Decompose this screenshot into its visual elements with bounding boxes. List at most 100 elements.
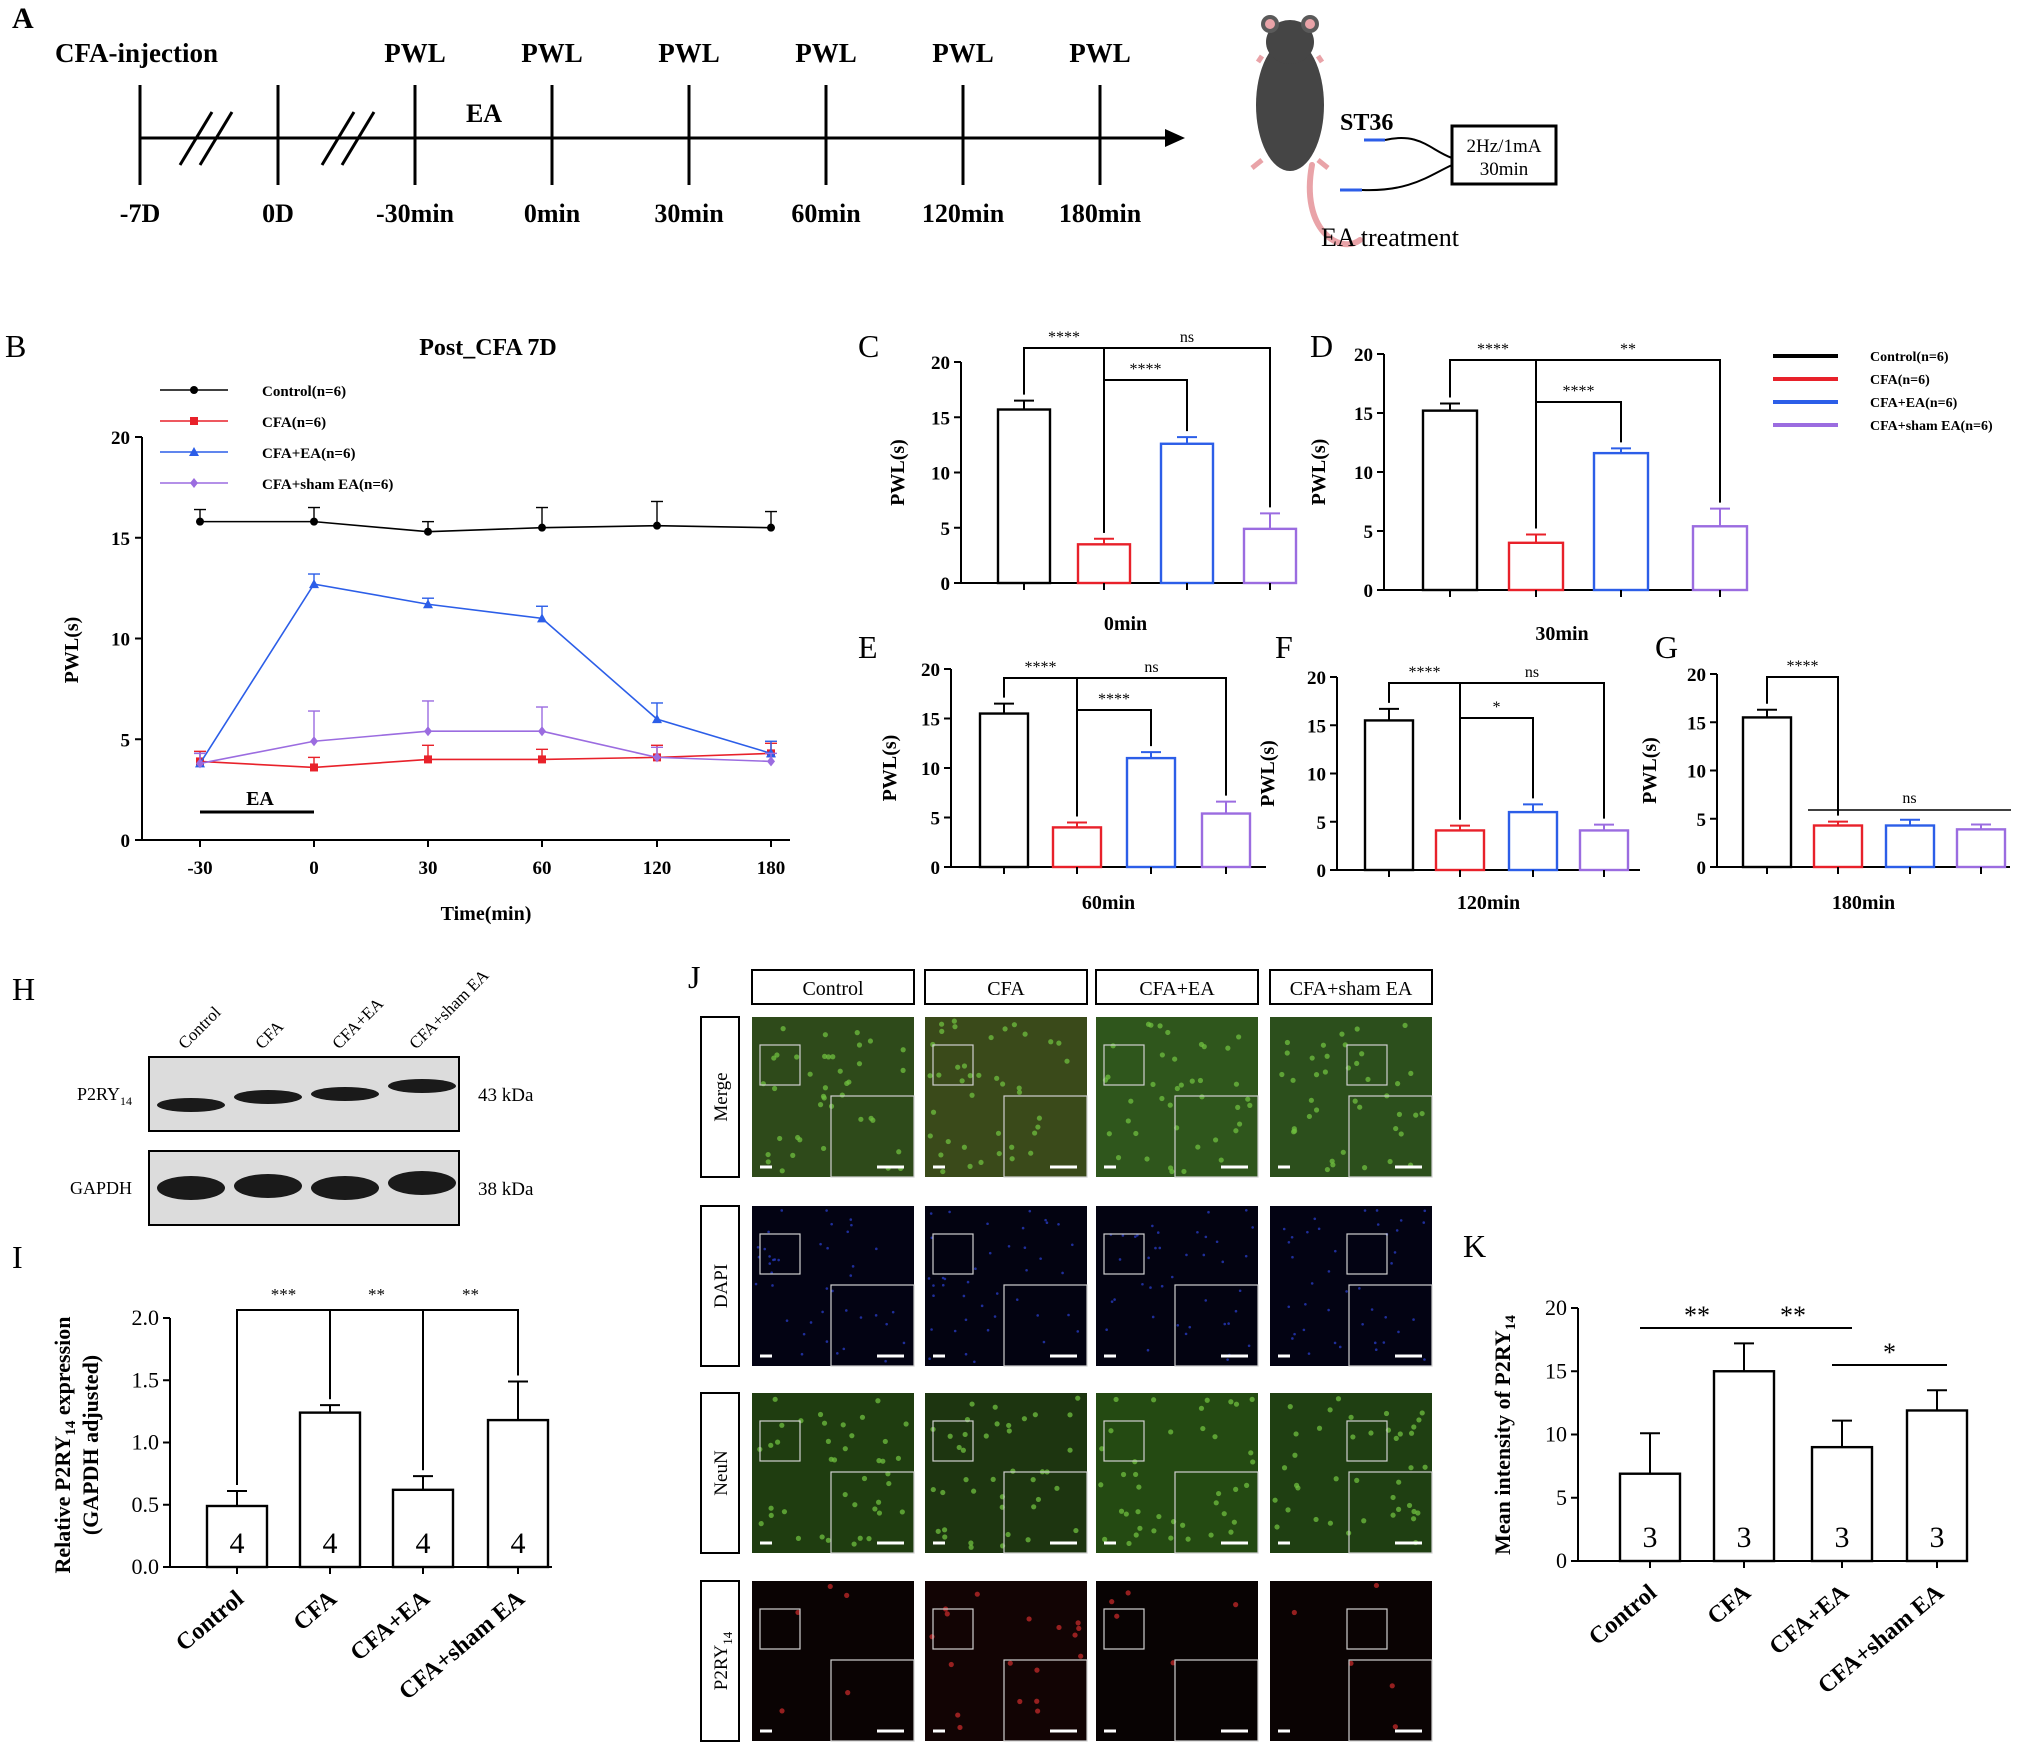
roi-box: [759, 1608, 801, 1650]
cell-signal: [1324, 1053, 1330, 1059]
cell-signal: [756, 1245, 760, 1249]
bar-chart-180min: 0 5 10 15 20 **** ns 180min PWL(s): [1639, 658, 2011, 914]
cell-signal: [1199, 1094, 1205, 1100]
cell-signal: [1395, 1081, 1401, 1087]
cell-signal: [1223, 1322, 1227, 1326]
cell-signal: [1308, 1097, 1314, 1103]
cell-signal: [1151, 1315, 1155, 1319]
n-label: 4: [416, 1527, 431, 1560]
lane-label: CFA+sham EA: [405, 965, 493, 1053]
cell-signal: [1075, 1395, 1081, 1401]
cell-signal: [1293, 1332, 1296, 1336]
cell-signal: [1056, 1624, 1062, 1631]
cell-signal: [955, 1712, 961, 1718]
roi-box: [1346, 1420, 1388, 1462]
cell-signal: [900, 1047, 906, 1053]
cell-signal: [850, 1223, 853, 1227]
cell-signal: [1105, 1328, 1108, 1331]
electrode-wire-upper: [1384, 137, 1453, 159]
y-axis-label-main: Relative P2RY: [50, 1435, 75, 1573]
cell-signal: [1016, 1085, 1022, 1091]
significance-label: ****: [1787, 658, 1819, 675]
micrograph: [752, 1206, 915, 1367]
cell-signal: [930, 1486, 936, 1493]
cell-signal: [821, 1310, 824, 1314]
bar: [1905, 1409, 1969, 1563]
cell-signal: [995, 1130, 1002, 1136]
cell-signal: [1368, 1430, 1374, 1436]
micrograph: [1096, 1581, 1259, 1742]
roi-box: [759, 1044, 801, 1086]
column-header: CFA+sham EA: [1290, 978, 1413, 1000]
cell-signal: [948, 1661, 954, 1668]
zoom-inset-frame: [1174, 1471, 1259, 1554]
blot-row-label: P2RY14: [77, 1084, 132, 1108]
cell-signal: [1291, 1609, 1297, 1616]
cell-signal: [961, 1063, 968, 1069]
zoom-inset-frame: [1348, 1471, 1433, 1554]
y-tick-label: 15: [1687, 713, 1706, 734]
cell-signal: [1021, 1226, 1025, 1230]
cell-signal: [825, 1438, 832, 1444]
cell-signal: [1304, 1302, 1307, 1306]
cell-signal: [828, 1456, 834, 1462]
cell-signal: [1361, 1518, 1367, 1524]
cell-signal: [961, 1144, 967, 1150]
cell-signal: [809, 1321, 813, 1324]
y-tick-label: 10: [1687, 762, 1706, 783]
cell-signal: [1121, 1234, 1125, 1237]
cell-signal: [994, 1421, 1000, 1427]
cell-signal: [1423, 1358, 1426, 1361]
cell-signal: [1015, 1298, 1019, 1302]
legend-label: CFA(n=6): [262, 415, 326, 431]
cell-signal: [963, 1477, 969, 1483]
cell-signal: [971, 1488, 977, 1494]
cell-signal: [1208, 1532, 1214, 1538]
cell-signal: [1233, 1602, 1239, 1608]
cell-signal: [964, 1352, 968, 1356]
cell-signal: [1057, 1222, 1060, 1226]
cell-signal: [1136, 1233, 1139, 1237]
cell-signal: [1310, 1282, 1314, 1285]
blot-row-name: P2RY: [77, 1084, 120, 1104]
cell-signal: [1287, 1404, 1293, 1410]
cell-signal: [980, 1304, 984, 1308]
cell-signal: [795, 1134, 801, 1141]
cell-signal: [959, 1078, 965, 1084]
cell-signal: [1035, 1708, 1041, 1714]
cell-signal: [1419, 1110, 1425, 1117]
cell-signal: [1374, 1348, 1378, 1351]
cell-signal: [1113, 1298, 1116, 1301]
cell-signal: [1335, 1396, 1342, 1402]
cell-signal: [1292, 1452, 1298, 1458]
blot-row-name: GAPDH: [70, 1178, 132, 1198]
cell-signal: [1398, 1131, 1404, 1137]
cell-signal: [1316, 1425, 1323, 1431]
western-blot: Control CFA CFA+EA CFA+sham EA P2RY14 43 kDa G…: [70, 965, 534, 1226]
data-point: [653, 521, 661, 530]
bar-chart-0min: 0 5 10 15 20 **** **** ns 0min PWL(s): [887, 329, 1298, 635]
cell-signal: [859, 1414, 866, 1420]
cell-signal: [1160, 1284, 1164, 1288]
micrograph-background: [925, 1206, 1087, 1366]
cell-signal: [876, 1510, 883, 1516]
cell-signal: [1327, 1407, 1333, 1413]
roi-box: [759, 1420, 801, 1462]
column-header-box: [1095, 969, 1259, 1005]
cell-signal: [969, 1092, 975, 1098]
bar: [1434, 829, 1486, 872]
cell-signal: [842, 1446, 848, 1452]
cell-signal: [794, 1054, 800, 1060]
timeline-top-labels: CFA-injection PWL PWL PWL PWL PWL PWL: [55, 38, 1131, 68]
cell-signal: [1114, 1613, 1120, 1619]
cell-signal: [875, 1247, 878, 1251]
cell-signal: [1327, 1520, 1334, 1526]
cell-signal: [1212, 1137, 1219, 1143]
cell-signal: [1233, 1128, 1239, 1134]
data-point: [190, 386, 198, 394]
cell-signal: [1345, 1290, 1348, 1293]
significance-label: *: [1883, 1338, 1896, 1367]
cell-signal: [927, 1277, 931, 1280]
y-tick-label: 10: [1545, 1422, 1567, 1447]
cell-signal: [974, 1267, 977, 1271]
